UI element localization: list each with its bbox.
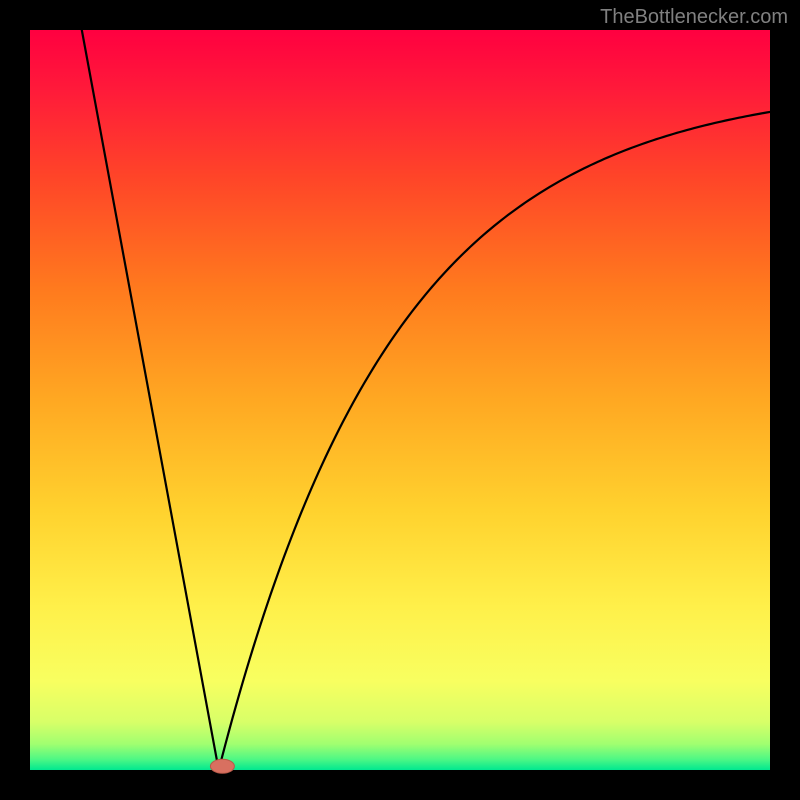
chart-frame: TheBottlenecker.com bbox=[0, 0, 800, 800]
plot-area bbox=[30, 30, 770, 770]
bottleneck-curve bbox=[30, 30, 770, 770]
watermark-text: TheBottlenecker.com bbox=[600, 6, 788, 29]
optimum-marker bbox=[210, 759, 234, 773]
curve-path bbox=[82, 30, 770, 770]
